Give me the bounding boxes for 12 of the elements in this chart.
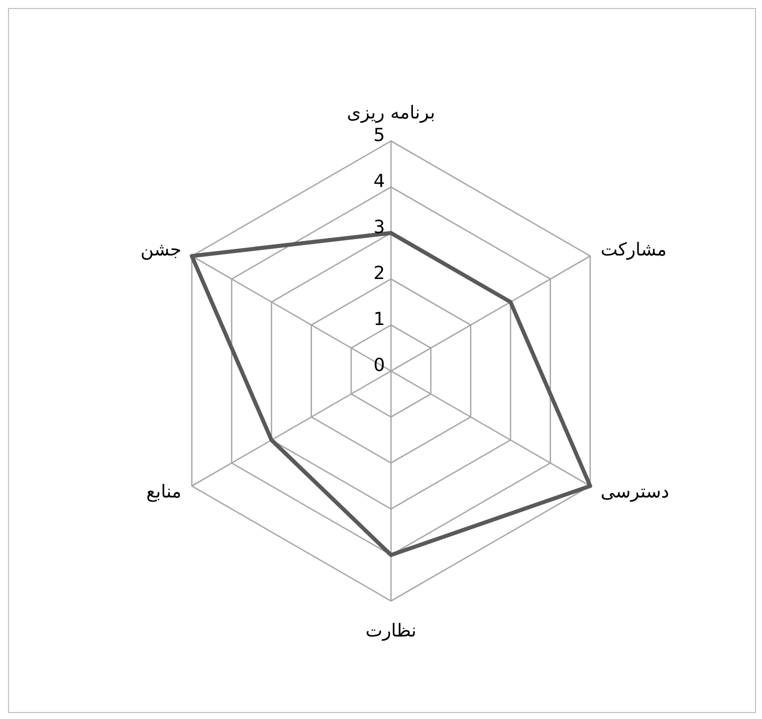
spoke-label: برنامه ریزی (346, 102, 436, 124)
spoke-label: جشن (140, 240, 182, 260)
y-tick-label: 5 (374, 125, 385, 146)
spoke-label: منابع (146, 482, 182, 502)
y-tick-label: 1 (374, 309, 385, 330)
y-tick-label: 4 (374, 171, 385, 192)
y-tick-label: 2 (374, 263, 385, 284)
y-tick-label: 3 (374, 217, 385, 238)
spoke-label: مشارکت (600, 240, 667, 260)
spoke-label: نظارت (366, 620, 416, 642)
y-tick-label: 0 (374, 355, 385, 376)
spoke-label: دسترسی (600, 482, 670, 502)
